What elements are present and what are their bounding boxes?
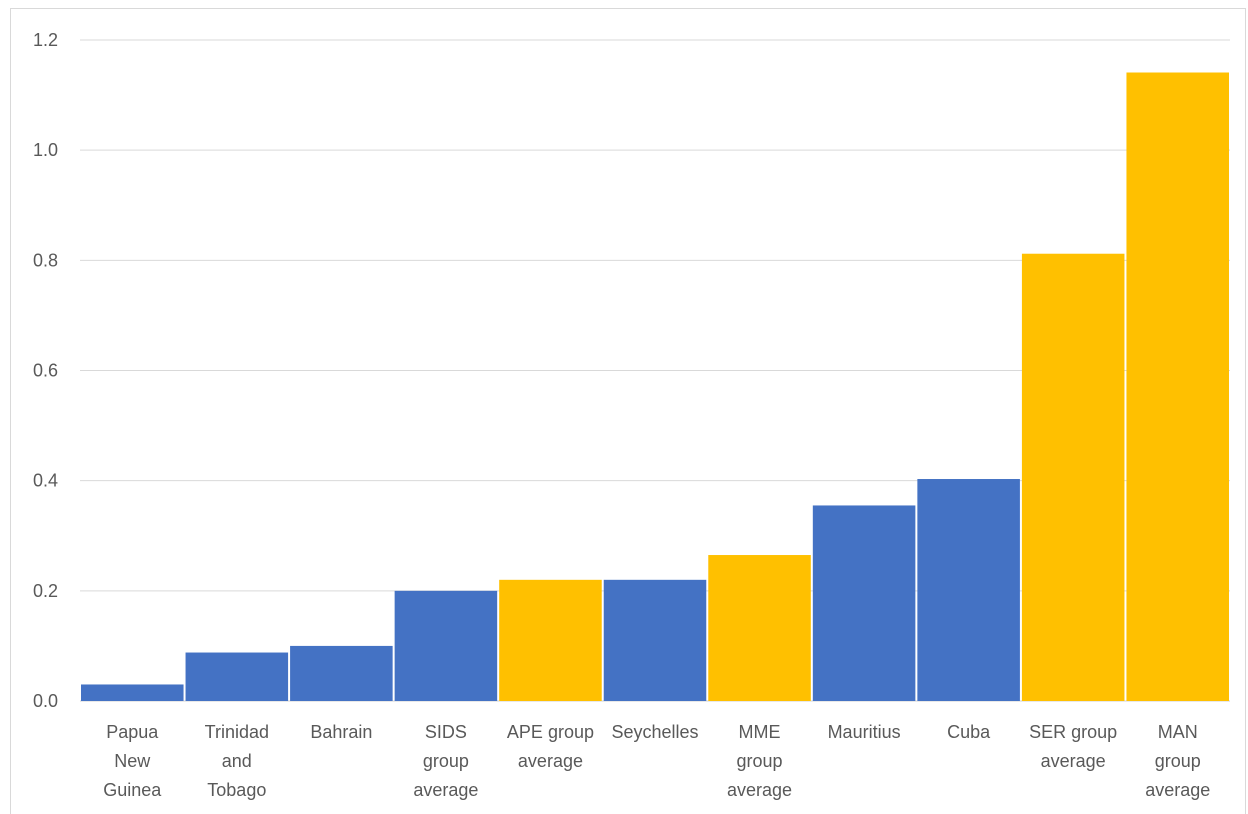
x-axis-labels: Papua New Guinea Trinidad and Tobago Bahrain SI… <box>103 722 1210 800</box>
x-category-label-line: Mauritius <box>828 722 901 742</box>
bar <box>1021 253 1125 701</box>
bar <box>603 579 707 701</box>
y-tick-label: 0.6 <box>33 361 58 381</box>
x-category-label-line: SER group <box>1029 722 1117 742</box>
bar <box>394 590 498 701</box>
bar <box>1126 72 1229 702</box>
y-axis-ticks: 0.0 0.2 0.4 0.6 0.8 1.0 1.2 <box>33 30 58 711</box>
x-category-label: SIDS group average <box>413 722 478 800</box>
x-category-label-line: MME <box>739 722 781 742</box>
x-category-label-line: Guinea <box>103 780 162 800</box>
x-category-label-line: and <box>222 751 252 771</box>
x-category-label-line: APE group <box>507 722 594 742</box>
bar <box>812 505 916 701</box>
bars <box>81 72 1229 702</box>
x-category-label-line: Trinidad <box>205 722 269 742</box>
x-category-label-line: average <box>1041 751 1106 771</box>
x-category-label-line: Cuba <box>947 722 991 742</box>
x-category-label-line: average <box>1145 780 1210 800</box>
y-tick-label: 0.4 <box>33 471 58 491</box>
x-category-label: SER group average <box>1029 722 1117 771</box>
bar <box>185 652 289 701</box>
y-tick-label: 1.0 <box>33 140 58 160</box>
x-category-label: Bahrain <box>310 722 372 742</box>
x-category-label: Papua New Guinea <box>103 722 162 800</box>
x-category-label-line: Tobago <box>207 780 266 800</box>
x-category-label-line: Papua <box>106 722 159 742</box>
x-category-label-line: Seychelles <box>611 722 698 742</box>
bar <box>499 579 602 701</box>
x-category-label-line: average <box>413 780 478 800</box>
y-tick-label: 0.2 <box>33 581 58 601</box>
y-tick-label: 0.0 <box>33 691 58 711</box>
x-category-label-line: group <box>1155 751 1201 771</box>
bar <box>917 479 1020 701</box>
x-category-label-line: MAN <box>1158 722 1198 742</box>
x-category-label-line: average <box>518 751 583 771</box>
x-category-label: APE group average <box>507 722 594 771</box>
x-category-label: Trinidad and Tobago <box>205 722 269 800</box>
x-category-label-line: New <box>114 751 151 771</box>
x-category-label: MAN group average <box>1145 722 1210 800</box>
x-category-label-line: average <box>727 780 792 800</box>
x-category-label: Seychelles <box>611 722 698 742</box>
x-category-label: Cuba <box>947 722 991 742</box>
x-category-label-line: group <box>423 751 469 771</box>
x-category-label-line: Bahrain <box>310 722 372 742</box>
y-tick-label: 0.8 <box>33 250 58 270</box>
x-category-label: MME group average <box>727 722 792 800</box>
bar <box>708 555 811 701</box>
bar <box>81 684 184 701</box>
x-category-label-line: group <box>737 751 783 771</box>
y-tick-label: 1.2 <box>33 30 58 50</box>
x-category-label: Mauritius <box>828 722 901 742</box>
bar <box>290 645 393 701</box>
x-category-label-line: SIDS <box>425 722 467 742</box>
